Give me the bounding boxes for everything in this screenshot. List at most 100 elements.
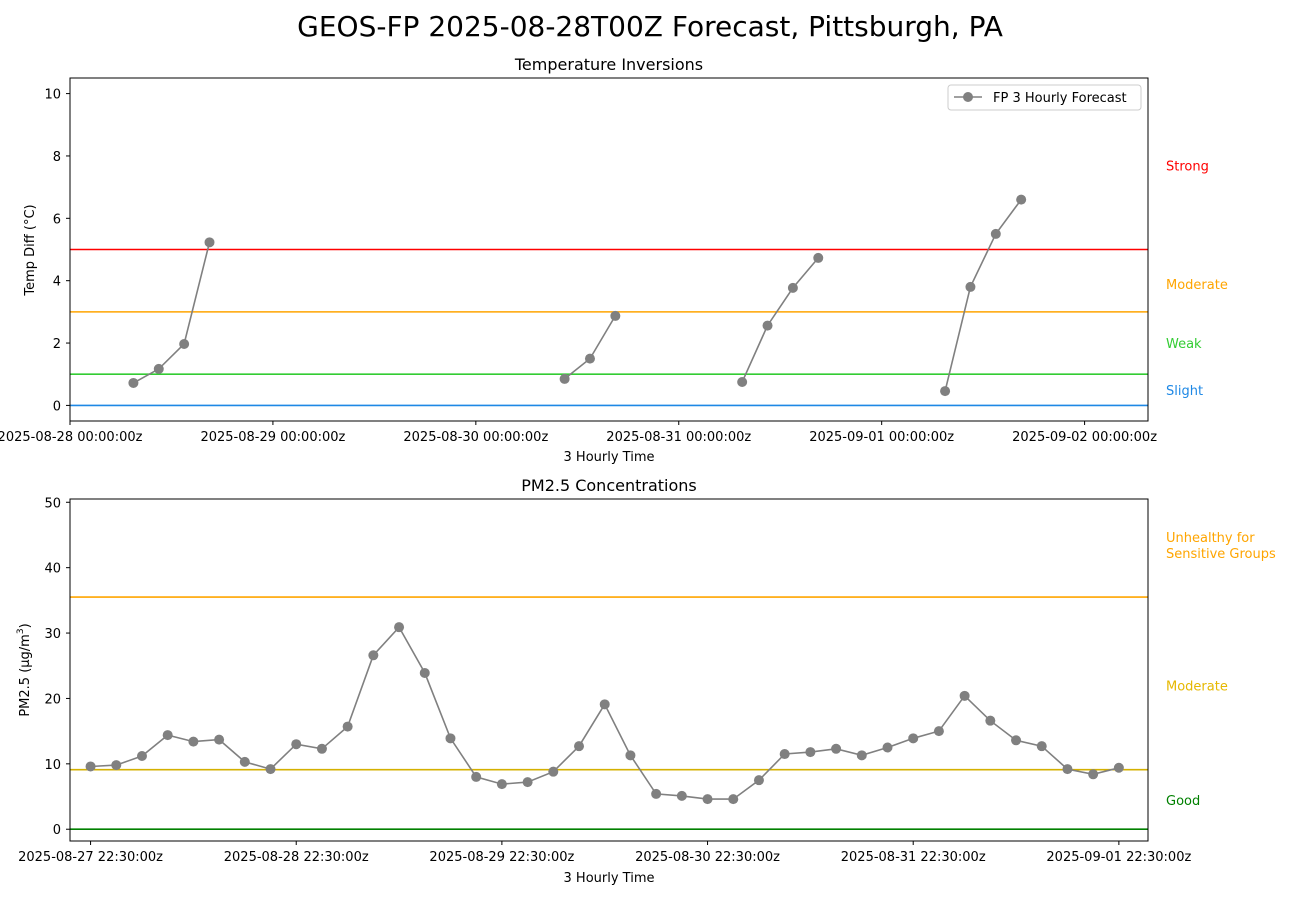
data-point — [584, 353, 595, 364]
data-point — [787, 282, 798, 293]
data-point — [965, 281, 976, 292]
data-point — [265, 764, 276, 775]
data-point — [153, 363, 164, 374]
chart1-threshold-lines — [70, 248, 1148, 407]
chart2-series — [85, 622, 1124, 805]
data-point — [959, 690, 970, 701]
data-point — [1088, 769, 1099, 780]
chart1-title: Temperature Inversions — [514, 55, 703, 74]
data-point — [128, 377, 139, 388]
data-point — [599, 699, 610, 710]
data-point — [111, 760, 122, 771]
data-point — [856, 750, 867, 761]
x-tick-label: 2025-08-31 22:30:00z — [841, 850, 986, 865]
threshold-label: Moderate — [1166, 278, 1228, 293]
data-point — [990, 228, 1001, 239]
data-point — [162, 730, 173, 741]
series-line — [133, 242, 211, 384]
x-tick-label: 2025-08-29 00:00:00z — [200, 430, 345, 445]
y-tick-label: 10 — [44, 758, 61, 773]
data-point — [728, 794, 739, 805]
data-point — [805, 747, 816, 758]
chart1-threshold-labels: Slight Weak Moderate Strong — [1166, 159, 1228, 399]
chart1-plot-frame — [69, 77, 1149, 422]
data-point — [394, 622, 405, 633]
data-point — [762, 320, 773, 331]
y-tick-label: 8 — [53, 150, 61, 165]
x-tick-label: 2025-09-01 00:00:00z — [809, 430, 954, 445]
data-point — [559, 373, 570, 384]
data-point — [882, 742, 893, 753]
data-point — [522, 777, 533, 788]
y-tick-label: 20 — [44, 692, 61, 707]
chart1-y-axis-label: Temp Diff (°C) — [23, 204, 38, 296]
chart2-y-label-sup: 3 — [16, 628, 26, 634]
data-point — [753, 775, 764, 786]
x-tick-label: 2025-08-28 00:00:00z — [0, 430, 143, 445]
threshold-label: Good — [1166, 794, 1200, 809]
chart2-y-axis: 0 10 20 30 40 50 — [44, 496, 70, 838]
data-point — [291, 739, 302, 750]
data-point — [85, 761, 96, 772]
data-point — [1036, 741, 1047, 752]
threshold-label: Strong — [1166, 159, 1209, 174]
category-label-line: Sensitive Groups — [1166, 547, 1276, 562]
y-tick-label: 4 — [53, 275, 61, 290]
threshold-label: Slight — [1166, 384, 1203, 399]
legend-label: FP 3 Hourly Forecast — [993, 91, 1127, 106]
y-tick-label: 50 — [44, 496, 61, 511]
chart2-y-axis-label: PM2.5 (µg/m3) — [16, 623, 33, 716]
data-point — [419, 667, 430, 678]
data-point — [204, 237, 215, 248]
data-point — [316, 743, 327, 754]
legend-box — [947, 84, 1142, 111]
data-point — [496, 779, 507, 790]
series-line — [564, 315, 616, 380]
data-point — [188, 736, 199, 747]
data-point — [471, 771, 482, 782]
data-point — [831, 743, 842, 754]
legend-point-marker — [963, 92, 973, 102]
chart2-title: PM2.5 Concentrations — [521, 476, 697, 495]
data-point — [445, 733, 456, 744]
data-point — [1113, 762, 1124, 773]
x-tick-label: 2025-08-30 22:30:00z — [635, 850, 780, 865]
y-tick-label: 40 — [44, 562, 61, 577]
x-tick-label: 2025-08-30 00:00:00z — [403, 430, 548, 445]
pm25-concentrations-chart: PM2.5 Concentrations Good Moderate Unhealt… — [16, 476, 1276, 886]
x-tick-label: 2025-08-28 22:30:00z — [224, 850, 369, 865]
data-point — [813, 252, 824, 263]
chart1-y-axis: 0 2 4 6 8 10 — [44, 88, 70, 414]
category-label: Moderate — [1166, 679, 1228, 694]
threshold-label: Weak — [1166, 337, 1202, 352]
chart2-y-label-end: ) — [18, 623, 33, 628]
category-label-line: Unhealthy for — [1166, 531, 1255, 546]
x-tick-label: 2025-08-29 22:30:00z — [429, 850, 574, 865]
data-point — [1016, 194, 1027, 205]
data-point — [368, 650, 379, 661]
data-point — [676, 790, 687, 801]
data-point — [940, 386, 951, 397]
data-point — [179, 338, 190, 349]
y-tick-label: 2 — [53, 337, 61, 352]
chart2-threshold-labels: Good Moderate Unhealthy for Sensitive Group… — [1166, 531, 1276, 809]
chart1-x-axis: 2025-08-28 00:00:00z 2025-08-29 00:00:00z… — [0, 421, 1157, 445]
chart1-legend: FP 3 Hourly Forecast — [947, 84, 1142, 111]
data-point — [610, 310, 621, 321]
category-label: Unhealthy for Sensitive Groups — [1166, 531, 1276, 562]
data-point — [908, 733, 919, 744]
temperature-inversions-chart: Temperature Inversions Slight Weak Moderat… — [0, 55, 1228, 465]
figure-title: GEOS-FP 2025-08-28T00Z Forecast, Pittsbu… — [297, 10, 1003, 43]
data-point — [342, 721, 353, 732]
y-tick-label: 0 — [53, 823, 61, 838]
chart2-x-axis-label: 3 Hourly Time — [564, 871, 655, 886]
y-tick-label: 10 — [44, 88, 61, 103]
y-tick-label: 0 — [53, 399, 61, 414]
series-line — [90, 625, 1120, 800]
data-point — [214, 734, 225, 745]
data-point — [651, 788, 662, 799]
chart2-y-label-main: PM2.5 (µg/m — [18, 634, 33, 717]
series-line — [944, 199, 1022, 392]
data-point — [985, 715, 996, 726]
